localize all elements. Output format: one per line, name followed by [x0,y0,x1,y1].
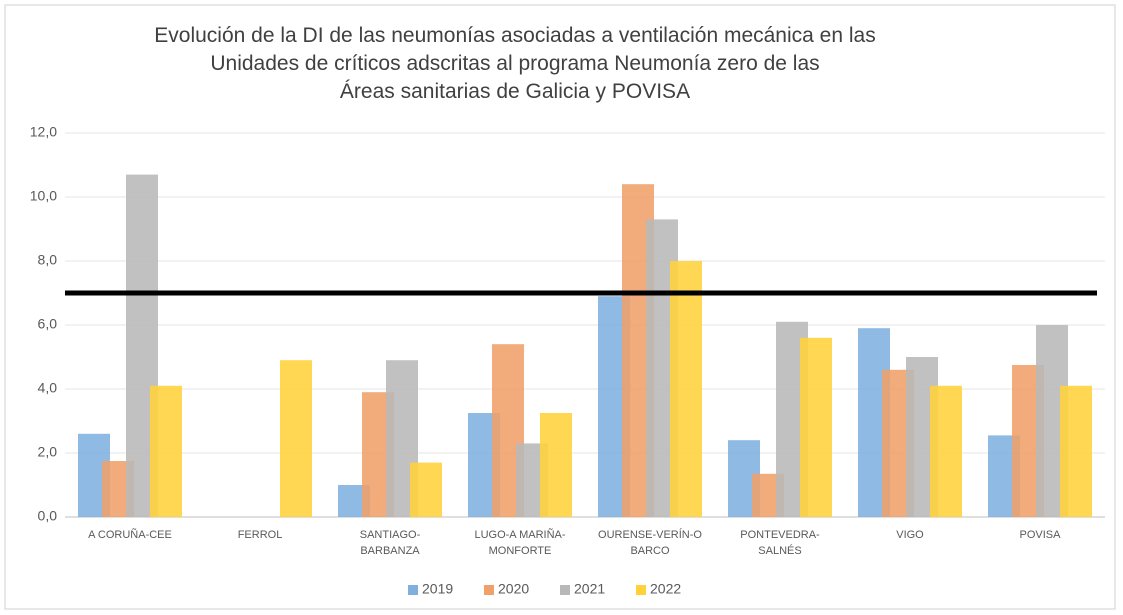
frame [4,4,1116,610]
legend-label: 2022 [650,581,681,597]
legend-swatch [636,585,646,595]
y-tick-label: 4,0 [38,380,58,396]
x-tick-label: PONTEVEDRA- SALNÉS [740,529,820,557]
bar [280,360,312,517]
x-tick-label: SANTIAGO- BARBANZA [359,529,421,557]
x-tick-label: FERROL [237,529,283,541]
legend-label: 2019 [422,581,453,597]
legend-label: 2020 [498,581,529,597]
chart-title: Evolución de la DI de las neumonías asoc… [154,24,876,103]
y-tick-label: 2,0 [38,444,58,460]
legend-swatch [408,585,418,595]
x-tick-label: LUGO-A MARIÑA- MONFORTE [474,529,566,557]
x-tick-label: A CORUÑA-CEE [88,529,172,541]
legend-swatch [560,585,570,595]
y-tick-label: 0,0 [38,508,58,524]
bar [670,261,702,517]
legend-swatch [484,585,494,595]
legend-label: 2021 [574,581,605,597]
x-tick-label: POVISA [1019,529,1061,541]
x-tick-label: OURENSE-VERÍN-O BARCO [598,529,702,557]
y-tick-label: 8,0 [38,252,58,268]
y-tick-label: 12,0 [30,124,57,140]
bar [1060,385,1092,517]
bar [150,385,182,517]
bar [540,413,572,517]
x-tick-label: VIGO [896,529,924,541]
y-tick-label: 10,0 [30,188,57,204]
bar [410,462,442,517]
bar [930,385,962,517]
y-tick-label: 6,0 [38,316,58,332]
bar [800,337,832,517]
